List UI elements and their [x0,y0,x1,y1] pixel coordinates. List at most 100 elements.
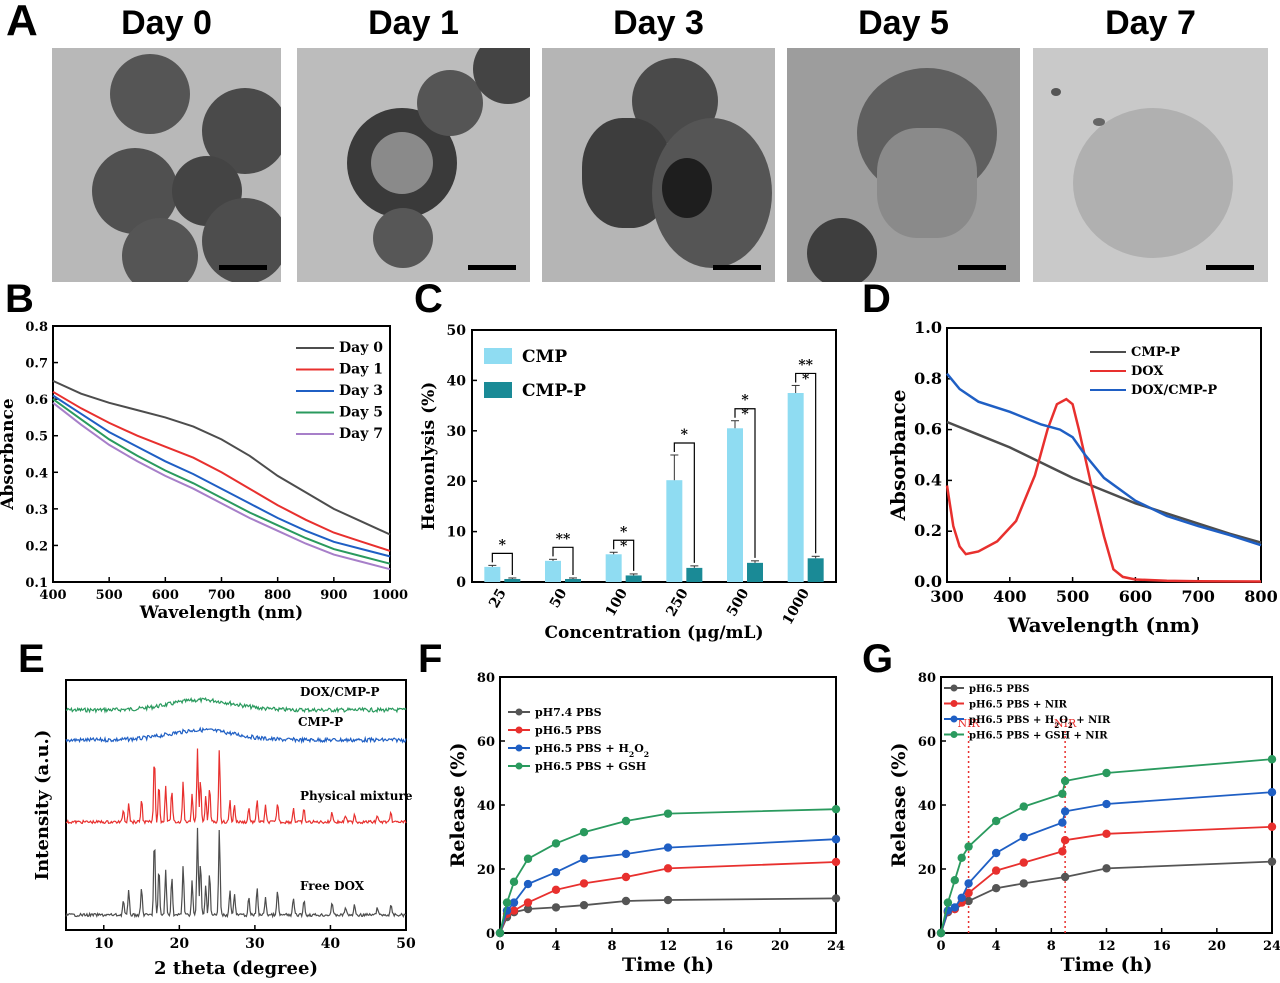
bar [545,560,561,582]
x-tick-label: 1000 [372,588,408,603]
legend-marker [515,762,523,770]
legend-label: CMP-P [522,381,586,401]
y-tick-label: 10 [447,525,467,541]
chart-E: 10 20 30 40 50 2 theta (degree) Intensity (a.u… [32,679,416,979]
x-tick-label: 700 [208,588,235,603]
legend-label: Day 0 [339,340,383,356]
data-point [663,895,673,905]
data-point [663,809,673,818]
bar [504,578,521,582]
scale-bar [468,265,516,270]
significance-label: * [741,393,749,409]
legend-marker [515,708,523,716]
y-tick-label: 0.2 [914,521,942,540]
y-tick-label: 0.2 [25,539,48,554]
tem-image-day3: Day 3 [542,4,775,282]
legend-label: DOX [1131,364,1164,379]
data-point [579,900,589,910]
legend-marker [950,684,958,692]
data-point [551,903,561,912]
legend-label: CMP [522,347,567,367]
trace-label: Physical mixture [300,789,413,803]
data-point [621,816,631,826]
legend-marker [950,731,958,738]
x-tick-label: 800 [264,588,291,603]
x-axis-label: Time (h) [1061,954,1153,976]
data-point [964,888,973,898]
y-axis-label: Release (%) [888,743,910,868]
x-axis-label: Wavelength (nm) [139,603,303,623]
x-tick-label: 600 [152,588,179,603]
y-axis-label: Hemonlysis (%) [419,382,439,531]
y-axis-label: Absorbance [0,398,18,511]
data-point [991,884,1001,893]
y-tick-label: 1.0 [914,318,942,337]
series-line [940,825,1273,934]
data-point [621,896,631,906]
xrd-trace [65,748,407,826]
x-axis-label: Concentration (μg/mL) [544,623,763,643]
y-tick-label: 30 [447,424,467,440]
y-axis-label: Release (%) [447,743,469,868]
data-point [991,866,1001,875]
legend-label: Day 1 [339,362,383,378]
x-tick-label: 400 [993,587,1026,606]
legend-label: pH6.5 PBS + H2O2 [535,742,649,759]
y-tick-label: 0.3 [25,503,48,518]
data-point [1102,799,1111,809]
data-point [943,898,953,907]
significance-label: * [741,407,749,423]
data-point [936,928,946,938]
series-line [52,394,391,558]
x-tick-label: 600 [1119,587,1152,606]
bar [686,567,703,582]
x-tick-label: 800 [1244,587,1277,606]
significance-label: * [681,427,689,443]
xrd-trace [65,696,407,714]
legend-label: Day 7 [339,426,383,442]
x-tick-label: 700 [1181,587,1214,606]
legend-label: CMP-P [1131,345,1180,360]
data-point [551,839,561,848]
x-axis-label: Wavelength (nm) [1007,613,1200,637]
y-tick-label: 80 [477,671,495,686]
data-point [523,879,533,889]
tem-title: Day 0 [121,4,212,42]
y-tick-label: 80 [918,671,936,686]
y-tick-label: 20 [447,474,467,490]
series-line [940,791,1273,934]
data-point [1060,836,1070,845]
scale-bar [713,265,761,270]
legend-label: pH6.5 PBS + GSH + NIR [969,731,1108,742]
significance-bracket [795,372,817,554]
data-point [1267,822,1277,831]
xrd-trace [65,827,407,919]
data-point [1019,802,1028,811]
legend-marker [515,726,523,734]
y-tick-label: 50 [447,323,467,339]
data-point [509,906,519,915]
data-point [509,898,519,907]
xrd-trace [65,726,407,745]
x-tick-label: 50 [547,586,571,611]
y-tick-label: 0.5 [25,430,48,445]
x-tick-label: 12 [1097,939,1115,954]
y-tick-label: 20 [918,863,936,878]
significance-bracket [491,552,513,575]
bar [807,558,824,582]
data-point [964,879,973,888]
plot-frame [471,329,837,583]
series-line [52,379,391,536]
x-tick-label: 0 [936,939,945,954]
legend-marker [950,700,958,707]
scale-bar [958,265,1006,270]
data-point [621,872,631,882]
significance-label: * [802,371,810,387]
y-tick-label: 0.8 [25,320,48,335]
data-point [1058,847,1067,856]
x-tick-label: 30 [245,936,265,952]
chart-C: 0 10 20 30 40 50 Hemonlysis (%) Concentration (… [419,323,837,643]
panel-letter-a: A [6,0,38,45]
data-point [502,898,512,907]
x-tick-label: 20 [771,939,789,954]
